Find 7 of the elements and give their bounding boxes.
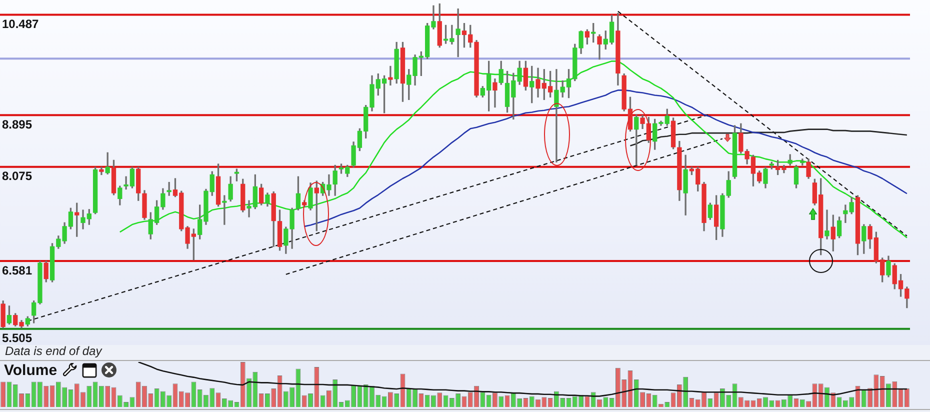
y-tick-label: 10.487 (2, 17, 40, 32)
y-tick-label: 6.581 (2, 263, 32, 278)
annotation: Data is end of day (5, 344, 102, 359)
y-tick-label: 5.505 (2, 331, 32, 346)
chart-title: Volume (4, 362, 58, 378)
y-tick-label: 8.075 (2, 169, 32, 184)
y-tick-label: 8.895 (2, 117, 32, 132)
